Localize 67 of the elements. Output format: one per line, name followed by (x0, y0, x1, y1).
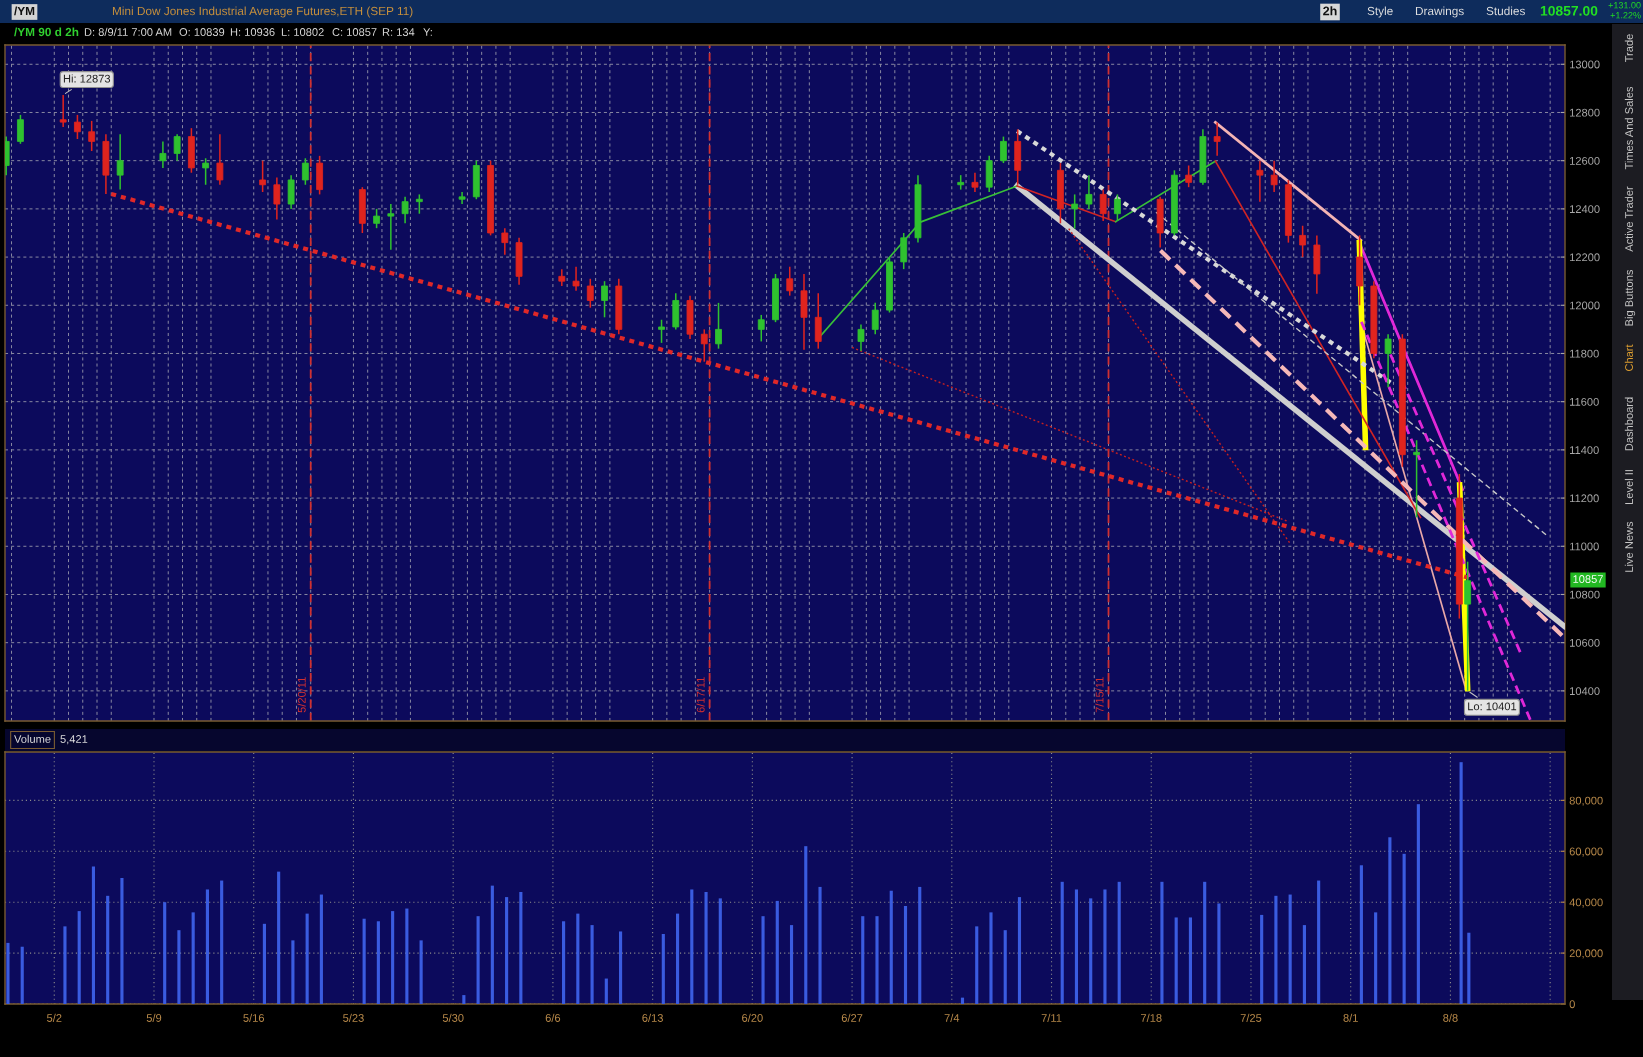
text: D: 8/9/11 7:00 AM (84, 27, 172, 36)
text: O: 10839 (179, 28, 225, 36)
x-tick-label: 7/25 (1240, 1013, 1262, 1022)
y-tick-label: 10600 (1570, 638, 1600, 647)
y-tick-label: 12000 (1570, 301, 1600, 310)
text: R: 134 (382, 28, 415, 36)
text: Drawings (1415, 6, 1464, 18)
text: 10857 (1573, 575, 1603, 583)
y-tick-label: 12400 (1570, 205, 1600, 214)
x-tick-label: 5/23 (343, 1013, 364, 1022)
text: Times And Sales (1624, 86, 1633, 170)
x-tick-label: 7/18 (1141, 1013, 1162, 1022)
y-tick-label: 10400 (1570, 687, 1600, 696)
ref-line-label: 5/20/11 (297, 677, 306, 713)
text: +1.22% (1610, 12, 1641, 19)
y-tick-label: 11000 (1570, 542, 1599, 551)
x-tick-label: 6/20 (742, 1013, 763, 1022)
y-tick-label: 11600 (1570, 397, 1599, 406)
text: Studies (1486, 6, 1525, 16)
y-tick-label: 11800 (1570, 349, 1599, 358)
text: +131.00 (1608, 2, 1641, 9)
y-tick-label: 20,000 (1569, 949, 1603, 959)
text: 5,421 (60, 735, 88, 745)
x-tick-label: 5/16 (243, 1013, 265, 1022)
text: Y: (423, 28, 432, 36)
x-tick-label: 8/8 (1443, 1013, 1458, 1022)
y-tick-label: 80,000 (1569, 796, 1603, 806)
text: Style (1367, 6, 1393, 18)
annotation: Lo: 10401 (1468, 702, 1517, 711)
y-tick-label: 40,000 (1569, 898, 1603, 908)
x-tick-label: 5/9 (146, 1013, 162, 1022)
text: Live News (1624, 521, 1633, 572)
chart-title: Mini Dow Jones Industrial Average Futures,ETH (SEP 11) (112, 6, 413, 18)
y-tick-label: 60,000 (1569, 847, 1603, 857)
ref-line-label: 7/15/11 (1095, 677, 1104, 713)
text: C: 10857 (332, 28, 377, 36)
y-tick-label: 12600 (1570, 156, 1600, 165)
y-tick-label: 13000 (1570, 60, 1600, 69)
chart-title: Volume (14, 734, 51, 743)
x-tick-label: 7/4 (944, 1013, 960, 1022)
text: 2h (1323, 6, 1337, 16)
x-tick-label: 6/13 (642, 1013, 663, 1022)
y-tick-label: 11400 (1570, 446, 1599, 455)
y-tick-label: 0 (1569, 1000, 1575, 1009)
text: /YM 90 d 2h (14, 27, 79, 37)
x-tick-label: 8/1 (1343, 1013, 1358, 1022)
y-tick-label: 10800 (1570, 590, 1600, 599)
text: Level II (1624, 470, 1633, 504)
y-tick-label: 11200 (1570, 494, 1599, 503)
text: L: 10802 (281, 28, 324, 36)
y-tick-label: 12200 (1570, 253, 1600, 262)
y-tick-label: 12800 (1570, 108, 1600, 117)
x-tick-label: 7/11 (1041, 1013, 1062, 1022)
text: H: 10936 (230, 28, 275, 36)
text: Trade (1624, 34, 1633, 63)
text: Big Buttons (1624, 269, 1636, 326)
text: 10857.00 (1540, 5, 1598, 16)
ref-line-label: 6/17/11 (696, 677, 705, 713)
text: Dashboard (1624, 397, 1633, 451)
x-tick-label: 6/6 (545, 1013, 561, 1022)
text: Chart (1624, 344, 1633, 372)
x-tick-label: 5/30 (442, 1013, 464, 1022)
text: /YM (14, 6, 35, 16)
text: Active Trader (1624, 186, 1633, 252)
x-tick-label: 5/2 (46, 1013, 62, 1022)
annotation: Hi: 12873 (63, 74, 111, 83)
x-tick-label: 6/27 (841, 1013, 863, 1022)
